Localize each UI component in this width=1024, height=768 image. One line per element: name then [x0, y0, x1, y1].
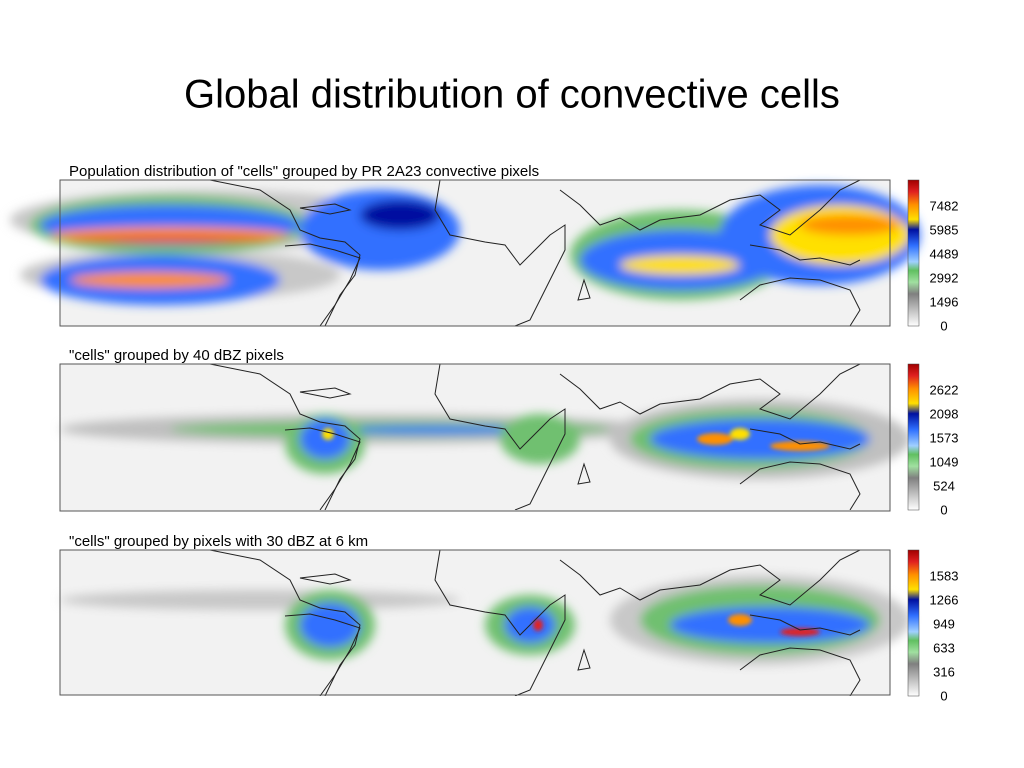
- colorbar-tick-label: 1583: [930, 568, 959, 583]
- map-frame: [59, 363, 891, 512]
- map-frame: [59, 549, 891, 696]
- colorbar-tick-label: 7482: [930, 198, 959, 213]
- density-field: [10, 185, 920, 305]
- density-peaks: [322, 428, 830, 451]
- colorbar-tick-label: 4489: [930, 246, 959, 261]
- colorbar-tick-label: 1573: [930, 430, 959, 445]
- density-peaks: [533, 614, 820, 636]
- colorbar-tick-label: 2992: [930, 270, 959, 285]
- map-panel: [59, 363, 910, 512]
- colorbar-tick-label: 633: [933, 640, 955, 655]
- colorbar: [907, 549, 920, 697]
- panel-label: "cells" grouped by 40 dBZ pixels: [69, 347, 284, 364]
- colorbar: [907, 179, 920, 327]
- colorbar-tick-label: 949: [933, 616, 955, 631]
- colorbar-tick-label: 5985: [930, 222, 959, 237]
- colorbar-tick-label: 2622: [930, 382, 959, 397]
- map-panel: [59, 549, 910, 696]
- colorbar-tick-label: 524: [933, 478, 955, 493]
- colorbar: [907, 363, 920, 511]
- slide-title: Global distribution of convective cells: [184, 73, 840, 117]
- colorbar-tick-label: 0: [940, 688, 947, 703]
- colorbar-tick-label: 1049: [930, 454, 959, 469]
- colorbar-tick-label: 2098: [930, 406, 959, 421]
- colorbar-tick-label: 1266: [930, 592, 959, 607]
- colorbar-tick-label: 0: [940, 502, 947, 517]
- colorbar-tick-label: 0: [940, 318, 947, 333]
- map-panel: [10, 179, 920, 327]
- density-field: [60, 399, 910, 479]
- colorbar-tick-label: 1496: [930, 294, 959, 309]
- map-frame: [59, 179, 891, 327]
- panel-label: "cells" grouped by pixels with 30 dBZ at…: [69, 533, 368, 550]
- panel-label: Population distribution of "cells" group…: [69, 163, 539, 180]
- density-field: [60, 575, 910, 665]
- colorbar-tick-label: 316: [933, 664, 955, 679]
